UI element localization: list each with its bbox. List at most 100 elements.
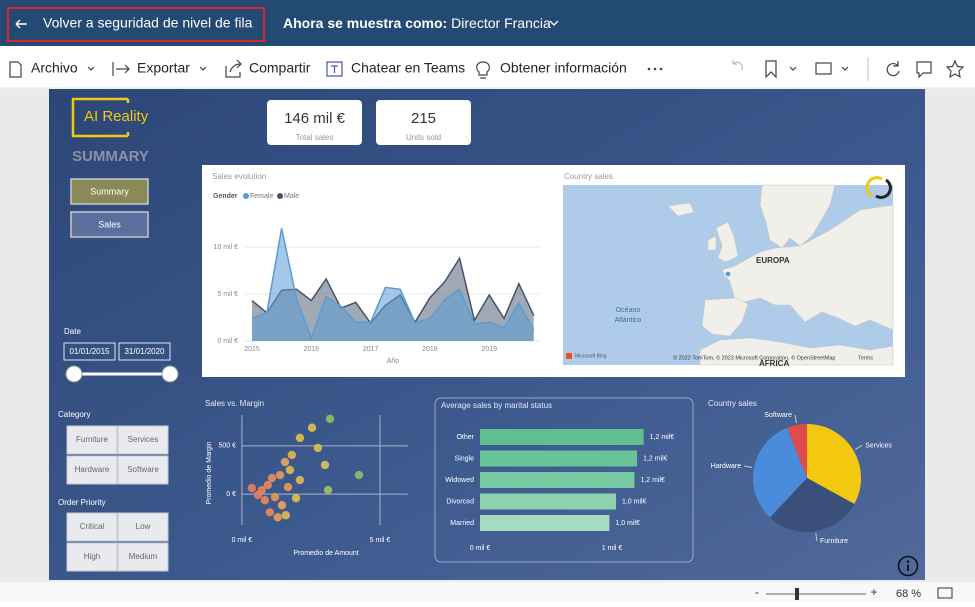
sales-vs-margin: Sales vs. Margin 0 € 500 € 0 mil € 5 mil € Pr… xyxy=(205,399,408,557)
bookmark-icon[interactable] xyxy=(765,60,777,79)
zoom-out[interactable]: - xyxy=(755,585,759,599)
filter-option[interactable] xyxy=(117,455,169,485)
share-icon xyxy=(225,59,242,78)
scatter-point xyxy=(313,443,323,453)
filter-option-label[interactable]: Software xyxy=(127,465,159,474)
legend-swatch xyxy=(243,193,249,199)
country-pie: Country sales Services Furniture Hardware So… xyxy=(708,399,892,545)
toolbar-item[interactable]: Exportar xyxy=(137,60,190,76)
value-label: 1,0 mil€ xyxy=(622,498,647,505)
x-tick-label: 0 mil € xyxy=(470,545,491,552)
filter-option-label[interactable]: Medium xyxy=(129,552,158,561)
y-tick-label: 0 mil € xyxy=(217,338,238,345)
scatter-point xyxy=(287,450,297,460)
map-region: EUROPA xyxy=(756,256,790,265)
leader-line xyxy=(854,444,863,450)
x-tick-label: 2015 xyxy=(244,346,260,353)
export-icon xyxy=(112,62,130,76)
filter-option[interactable] xyxy=(66,542,118,572)
legend-label: Female xyxy=(250,193,273,200)
filter-option-label[interactable]: Low xyxy=(136,522,151,531)
marital-status: Average sales by marital status Other 1,2 … xyxy=(441,401,674,552)
toolbar-item[interactable]: Compartir xyxy=(249,60,311,76)
nav-label[interactable]: Summary xyxy=(90,186,129,196)
viewing-role[interactable]: Director Francia xyxy=(451,15,551,31)
slice-label: Software xyxy=(764,412,792,419)
value-label: 1,2 mil€ xyxy=(643,455,668,462)
date-input[interactable] xyxy=(118,342,171,361)
back-button[interactable]: Volver a seguridad de nivel de fila xyxy=(7,7,265,42)
scatter-point xyxy=(247,483,257,493)
insights-icon xyxy=(476,61,490,79)
cards: 146 mil € Total sales 215 Units sold xyxy=(267,100,471,145)
undo-icon xyxy=(732,60,743,71)
scatter-point xyxy=(285,465,295,475)
refresh-icon[interactable] xyxy=(886,61,900,77)
date-slider-handle[interactable] xyxy=(65,365,83,383)
back-label: Volver a seguridad de nivel de fila xyxy=(43,15,253,31)
nav-label[interactable]: Sales xyxy=(98,219,121,229)
bar xyxy=(480,429,644,445)
viewing-as: Ahora se muestra como: Director Francia xyxy=(283,15,551,31)
leader-line xyxy=(815,533,818,542)
comment-icon[interactable] xyxy=(916,61,932,79)
map-point[interactable] xyxy=(724,270,732,278)
scatter-point xyxy=(265,508,274,517)
bar xyxy=(480,493,616,510)
filter-option[interactable] xyxy=(117,512,169,542)
loading-icon xyxy=(875,178,892,199)
zoom-in[interactable]: + xyxy=(870,585,877,599)
scatter-point xyxy=(281,511,291,520)
date-value[interactable]: 01/01/2015 xyxy=(69,347,110,356)
filter-label: Category xyxy=(58,410,90,419)
filter-option-label[interactable]: Services xyxy=(128,435,159,444)
scatter-point xyxy=(325,414,335,423)
filter-option-label[interactable]: Hardware xyxy=(75,465,110,474)
filter-option-label[interactable]: Furniture xyxy=(76,435,109,444)
scatter-point xyxy=(283,482,293,492)
toolbar-item[interactable]: Archivo xyxy=(31,60,78,76)
filter-option-label[interactable]: High xyxy=(84,552,100,561)
role-chevron[interactable] xyxy=(549,20,559,26)
toolbar xyxy=(0,46,975,88)
filter-option[interactable] xyxy=(117,425,169,455)
filter-option[interactable] xyxy=(117,542,169,572)
leader-line xyxy=(744,465,753,468)
view-icon[interactable] xyxy=(815,62,832,75)
filter-option[interactable] xyxy=(66,425,118,455)
x-tick-label: 0 mil € xyxy=(232,537,253,544)
favorite-icon[interactable] xyxy=(945,59,965,79)
bar xyxy=(480,450,638,467)
toolbar-item[interactable]: Chatear en Teams xyxy=(351,60,465,76)
x-tick-label: 2019 xyxy=(481,346,497,353)
pie-slice xyxy=(807,423,862,505)
scatter-point xyxy=(291,493,301,503)
zoom-thumb[interactable] xyxy=(795,588,799,600)
nav-button[interactable] xyxy=(70,178,149,205)
sales-evolution: Sales evolution Gender Female Male 0 mil € 5 … xyxy=(212,172,540,365)
x-tick-label: 5 mil € xyxy=(370,537,391,544)
toolbar-item[interactable]: Obtener información xyxy=(500,60,627,76)
more-button[interactable] xyxy=(647,67,663,71)
chart-title: Country sales xyxy=(708,399,757,408)
card-label: Units sold xyxy=(406,133,441,142)
scatter-point xyxy=(323,485,333,495)
nav-button[interactable] xyxy=(70,211,149,238)
legend-swatch xyxy=(277,193,283,199)
chart-title: Average sales by marital status xyxy=(441,401,552,410)
card xyxy=(267,100,362,145)
date-input[interactable] xyxy=(63,342,116,361)
scatter-point xyxy=(277,501,287,510)
filter-label: Order Priority xyxy=(58,498,106,507)
map-terms[interactable]: Terms xyxy=(858,355,873,361)
filter-option-label[interactable]: Critical xyxy=(80,522,105,531)
filter-option[interactable] xyxy=(66,455,118,485)
y-tick-label: 5 mil € xyxy=(217,291,238,298)
fit-page[interactable] xyxy=(937,587,953,599)
date-slider-handle[interactable] xyxy=(161,365,179,383)
filter-option[interactable] xyxy=(66,512,118,542)
date-value[interactable]: 31/01/2020 xyxy=(124,347,165,356)
info-button[interactable] xyxy=(897,555,919,577)
scatter-point xyxy=(260,496,270,505)
back-button-outline xyxy=(7,7,265,42)
